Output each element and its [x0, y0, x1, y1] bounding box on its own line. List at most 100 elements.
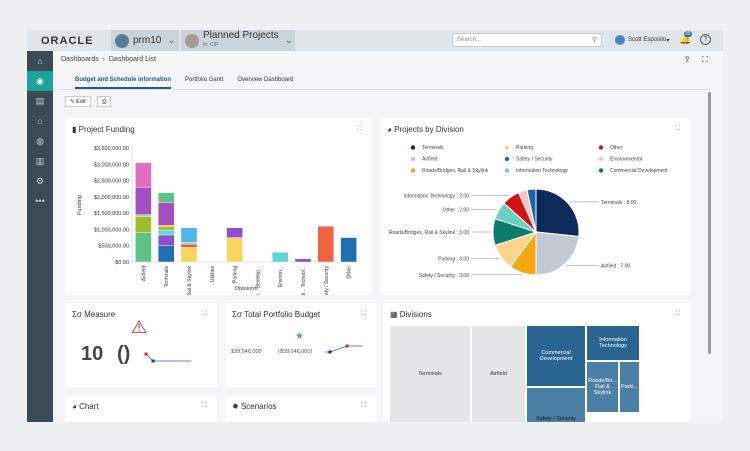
- project-funding-card: ▮ Project Funding ⛶ $0.00 $500,000.00 $1,00…: [65, 118, 372, 295]
- breadcrumb-dashboards[interactable]: Dashboards: [61, 56, 99, 63]
- card-title: ▮ Project Funding: [72, 125, 135, 134]
- dashboard-icon[interactable]: ◉: [27, 71, 53, 91]
- bar-segment: [157, 192, 175, 203]
- y-axis-label: Funding: [77, 195, 83, 215]
- search-input[interactable]: Search... ⚲: [452, 33, 602, 47]
- fullscreen-icon[interactable]: ⛶: [702, 55, 708, 64]
- bar-segment: [226, 227, 243, 238]
- bar-segment: [135, 216, 152, 233]
- projects-icon[interactable]: ▤: [35, 95, 45, 106]
- expand-icon[interactable]: ⛶: [202, 402, 207, 409]
- budget-value: $39,046,000: [231, 349, 262, 355]
- legend-label: Environmental: [610, 157, 642, 163]
- bar-segment: [226, 237, 243, 263]
- legend-label: Information Technology: [516, 168, 568, 174]
- bar-segment: [135, 214, 152, 217]
- chevron-down-icon: ⌄: [167, 35, 176, 46]
- measure-card: Σσ Measure ⛶ ⚠ 10 (): [65, 303, 217, 387]
- legend-marker: [410, 168, 416, 173]
- treemap-cell-airfield[interactable]: Airfield: [471, 325, 526, 422]
- expand-icon[interactable]: ⛶: [361, 310, 366, 317]
- breadcrumb: Dashboards › Dashboard List: [61, 56, 156, 63]
- header: ORACLE prm10 ⌄ Planned Projects In: CIP ⌄ S…: [27, 30, 723, 51]
- help-icon[interactable]: ?: [700, 34, 711, 45]
- more-icon[interactable]: •••: [35, 196, 45, 206]
- home-icon[interactable]: ⌂: [37, 56, 43, 66]
- tab-portfolio-gantt[interactable]: Portfolio Gantt: [185, 77, 224, 83]
- treemap-cell-parking[interactable]: Parki...: [619, 361, 640, 413]
- legend-marker: [598, 156, 604, 162]
- bar-segment: [180, 247, 198, 263]
- y-tick-label: $1,500,000.00: [94, 211, 129, 217]
- project-sub: In: CIP: [203, 42, 219, 48]
- print-button[interactable]: ⎙: [97, 96, 112, 107]
- x-tick-label: Parking: [233, 266, 239, 283]
- gear-icon[interactable]: ⚙: [35, 175, 45, 186]
- expand-icon[interactable]: ⛶: [361, 402, 366, 409]
- expand-icon[interactable]: ⛶: [675, 125, 680, 132]
- card-title: ✹ Scenarios: [232, 402, 277, 411]
- treemap-cell-commercial-development[interactable]: Commercial Development: [526, 325, 586, 387]
- expand-icon[interactable]: ⛶: [675, 310, 680, 317]
- bar-segment: [180, 227, 198, 243]
- bank-icon[interactable]: ⌂: [37, 116, 43, 126]
- projects-by-division-card: ◕ Projects by Division ⛶ Terminals Parking…: [380, 118, 690, 295]
- expand-icon[interactable]: ⛶: [357, 125, 362, 132]
- workspace-name: prm10: [133, 35, 162, 46]
- search-placeholder: Search...: [457, 37, 482, 43]
- breadcrumb-dashboard-list[interactable]: Dashboard List: [108, 56, 156, 63]
- treemap-cell-safety-security[interactable]: Safety / Security: [526, 387, 586, 422]
- budget-variance: ($39,046,000): [278, 349, 313, 355]
- legend-label: Roads/Bridges, Rail & Skylink: [422, 168, 489, 174]
- pie-label: Safety / Security : 3.00: [419, 273, 470, 279]
- bar-segment: [271, 252, 289, 263]
- pie-label: Roads/Bridges, Rail & Skylink : 3.00: [389, 230, 469, 236]
- measure-change: (): [117, 343, 131, 365]
- bar-segment: [294, 258, 312, 263]
- scenarios-card: ✹ Scenarios ⛶: [225, 395, 376, 422]
- treemap-cell-roads-bridges[interactable]: Roads/Bri... Rail & Skylink: [586, 361, 619, 413]
- divider: [60, 89, 710, 90]
- legend-label: Airfield: [422, 157, 438, 163]
- legend-label: Terminals: [422, 145, 444, 151]
- x-tick-label: Informati... Technol...: [301, 266, 307, 295]
- globe-icon[interactable]: ◍: [36, 135, 44, 146]
- legend-marker: [410, 156, 416, 162]
- treemap-cell-information-technology[interactable]: Information Technology: [586, 325, 640, 361]
- user-menu[interactable]: Scott Esposito ▾: [615, 35, 669, 45]
- document-icon[interactable]: ▥: [35, 155, 45, 166]
- x-tick-label: Other: [347, 266, 353, 279]
- legend-marker: [598, 145, 604, 150]
- legend-marker: [504, 145, 510, 150]
- app-window: ORACLE prm10 ⌄ Planned Projects In: CIP ⌄ S…: [27, 30, 723, 422]
- edit-button[interactable]: ✎ Edit: [65, 96, 91, 107]
- bar-segment: [135, 232, 152, 263]
- bell-icon[interactable]: 🔔 99: [679, 31, 692, 45]
- pie-label: Parking : 3.00: [438, 256, 469, 262]
- pie-slice: [535, 188, 580, 238]
- share-icon[interactable]: ⇪: [684, 55, 691, 64]
- tab-budget-schedule[interactable]: Budget and Schedule information: [75, 77, 172, 89]
- card-title: Σσ Measure: [72, 310, 116, 319]
- legend-marker: [504, 156, 510, 162]
- workspace-selector[interactable]: prm10 ⌄: [111, 30, 179, 51]
- pie-slice: [526, 188, 537, 233]
- bar-segment: [135, 162, 152, 188]
- pie-slice: [535, 231, 580, 276]
- x-tick-label: Commer... Develop...: [255, 266, 261, 295]
- legend-marker: [504, 168, 510, 173]
- bar-chart: $0.00 $500,000.00 $1,000,000.00 $1,500,000.…: [77, 145, 360, 295]
- notification-badge: 99: [684, 31, 692, 37]
- pie-label: Other : 2.00: [443, 208, 470, 214]
- bar-segment: [180, 243, 198, 248]
- tab-overview-dashboard[interactable]: Overview Dashboard: [237, 77, 294, 83]
- tab-bar: Budget and Schedule information Portfoli…: [75, 77, 293, 89]
- scrollbar[interactable]: [708, 92, 711, 354]
- y-tick-label: $500,000.00: [98, 244, 129, 250]
- project-selector[interactable]: Planned Projects In: CIP ⌄: [181, 30, 295, 51]
- bar-segment: [157, 234, 175, 246]
- legend-label: Commercial Development: [610, 168, 668, 174]
- workspace-icon: [115, 33, 129, 48]
- expand-icon[interactable]: ⛶: [202, 310, 207, 317]
- treemap-cell-terminals[interactable]: Terminals: [389, 325, 471, 422]
